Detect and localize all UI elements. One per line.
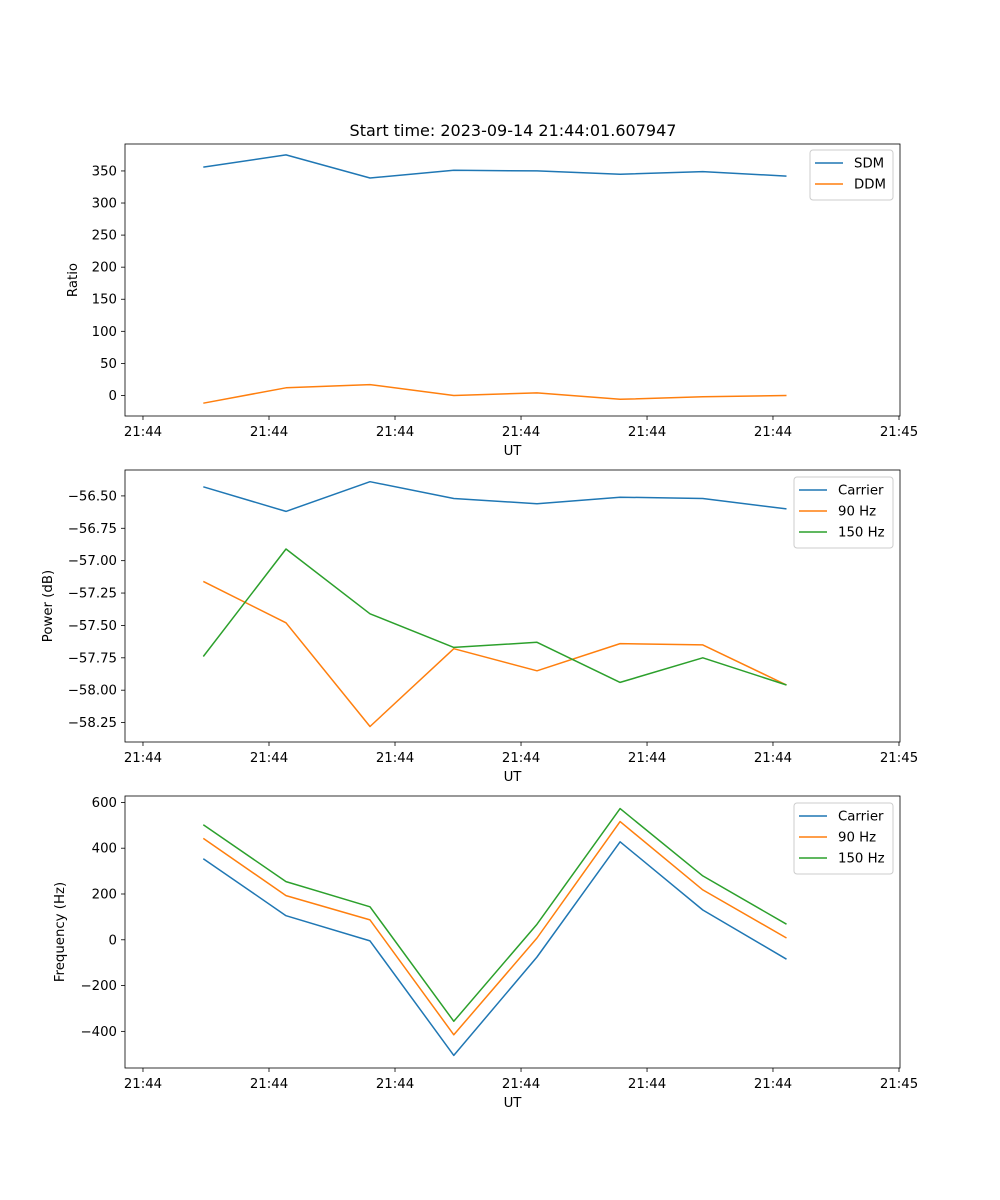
y-tick-label: −56.75 bbox=[68, 522, 117, 537]
x-tick-label: 21:44 bbox=[628, 425, 666, 440]
y-tick-label: 250 bbox=[92, 229, 117, 244]
legend-entry-label: Carrier bbox=[838, 484, 884, 499]
y-tick-label: 350 bbox=[92, 164, 117, 179]
y-axis-label: Ratio bbox=[66, 263, 81, 297]
series-line-carrier bbox=[203, 480, 787, 513]
x-tick-label: 21:44 bbox=[628, 1077, 666, 1092]
axes-frame bbox=[124, 143, 901, 417]
y-tick-label: 600 bbox=[92, 796, 117, 811]
frequency-panel: 21:44 21:44 21:44 21:44 21:44 21:44 21:45 600 40… bbox=[53, 795, 918, 1111]
x-tick-label: 21:44 bbox=[250, 751, 288, 766]
y-tick-label: −58.00 bbox=[68, 684, 117, 699]
x-tick-label: 21:44 bbox=[502, 1077, 540, 1092]
legend-entry-label: DDM bbox=[854, 178, 886, 193]
y-tick-label: −58.25 bbox=[68, 716, 117, 731]
y-axis-label: Frequency (Hz) bbox=[53, 882, 68, 982]
x-tick-label: 21:45 bbox=[880, 1077, 918, 1092]
x-axis-label: UT bbox=[504, 770, 523, 785]
y-axis-label: Power (dB) bbox=[41, 570, 56, 642]
y-tick-label: −57.25 bbox=[68, 587, 117, 602]
x-tick-label: 21:45 bbox=[880, 751, 918, 766]
x-tick-label: 21:44 bbox=[376, 1077, 414, 1092]
x-tick-label: 21:44 bbox=[754, 425, 792, 440]
x-tick-label: 21:45 bbox=[880, 425, 918, 440]
y-tick-label: −400 bbox=[80, 1025, 117, 1040]
y-tick-label: −57.00 bbox=[68, 554, 117, 569]
x-tick-label: 21:44 bbox=[754, 751, 792, 766]
legend-box bbox=[793, 476, 894, 549]
ratio-panel: 21:44 21:44 21:44 21:44 21:44 21:44 21:45 0 50 10… bbox=[66, 143, 918, 459]
series-line-ddm bbox=[203, 383, 787, 404]
legend: Carrier 90 Hz 150 Hz bbox=[793, 802, 894, 875]
power-panel: 21:44 21:44 21:44 21:44 21:44 21:44 21:45 −56.5… bbox=[41, 469, 918, 785]
y-tick-label: −57.75 bbox=[68, 651, 117, 666]
y-tick-label: 0 bbox=[109, 933, 117, 948]
legend-entry-label: 90 Hz bbox=[838, 505, 876, 520]
series-line-150-hz bbox=[202, 807, 787, 1023]
axes-frame bbox=[124, 795, 901, 1069]
y-tick-label: 400 bbox=[92, 842, 117, 857]
y-tick-label: 200 bbox=[92, 887, 117, 902]
y-tick-label: 150 bbox=[92, 293, 117, 308]
x-tick-label: 21:44 bbox=[502, 425, 540, 440]
legend-entry-label: 150 Hz bbox=[838, 526, 885, 541]
x-tick-label: 21:44 bbox=[250, 1077, 288, 1092]
axes-frame bbox=[124, 469, 901, 743]
legend-entry-label: 150 Hz bbox=[838, 852, 885, 867]
x-axis-label: UT bbox=[504, 1096, 523, 1111]
y-tick-label: −56.50 bbox=[68, 489, 117, 504]
y-tick-label: 50 bbox=[100, 357, 117, 372]
legend-entry-label: SDM bbox=[854, 157, 884, 172]
y-tick-label: 300 bbox=[92, 197, 117, 212]
y-tick-label: 0 bbox=[109, 389, 117, 404]
legend-entry-label: Carrier bbox=[838, 810, 884, 825]
series-line-90-hz bbox=[202, 820, 787, 1036]
x-tick-label: 21:44 bbox=[376, 751, 414, 766]
y-tick-label: −200 bbox=[80, 979, 117, 994]
series-line-150-hz bbox=[202, 548, 787, 686]
x-tick-label: 21:44 bbox=[124, 1077, 162, 1092]
series-line-90-hz bbox=[202, 580, 787, 728]
y-tick-label: 100 bbox=[92, 325, 117, 340]
legend-box bbox=[793, 802, 894, 875]
legend-entry-label: 90 Hz bbox=[838, 831, 876, 846]
x-tick-label: 21:44 bbox=[376, 425, 414, 440]
y-tick-label: −57.50 bbox=[68, 619, 117, 634]
x-tick-label: 21:44 bbox=[124, 751, 162, 766]
x-tick-label: 21:44 bbox=[124, 425, 162, 440]
y-tick-label: 200 bbox=[92, 261, 117, 276]
x-tick-label: 21:44 bbox=[628, 751, 666, 766]
legend: Carrier 90 Hz 150 Hz bbox=[793, 476, 894, 549]
x-tick-label: 21:44 bbox=[502, 751, 540, 766]
series-line-carrier bbox=[202, 841, 787, 1057]
x-tick-label: 21:44 bbox=[250, 425, 288, 440]
x-axis-label: UT bbox=[504, 444, 523, 459]
figure-title: Start time: 2023-09-14 21:44:01.607947 bbox=[350, 121, 677, 140]
series-line-sdm bbox=[203, 154, 787, 179]
legend: SDM DDM bbox=[809, 149, 894, 201]
x-tick-label: 21:44 bbox=[754, 1077, 792, 1092]
